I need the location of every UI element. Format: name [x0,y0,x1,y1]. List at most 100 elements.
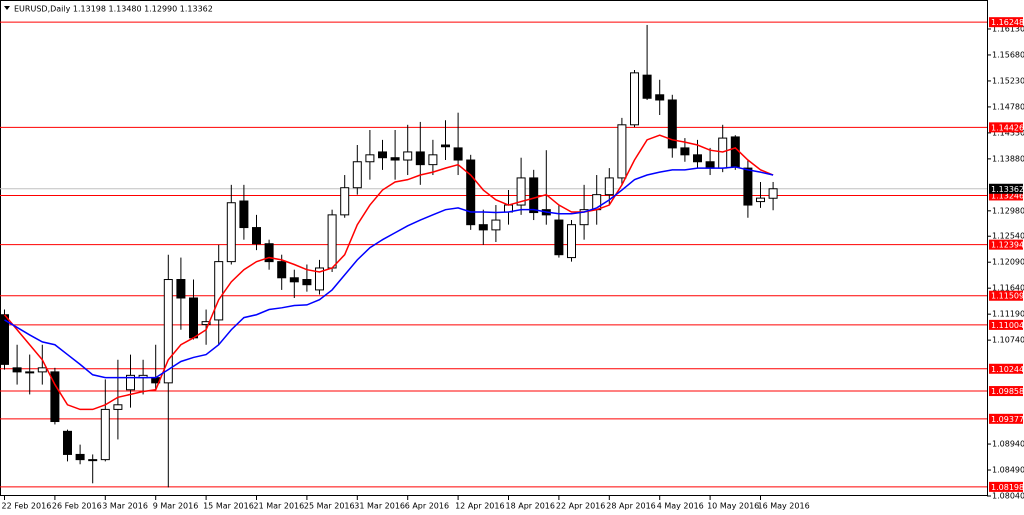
candle-body [239,200,249,229]
y-tick-label: 1.08940 [992,440,1024,449]
level-label: 1.11004 [991,321,1024,330]
level-label-box [989,239,1023,250]
candle-body [390,157,400,161]
candle-body [378,151,387,159]
candle-body [428,154,438,166]
x-tick-label: 3 Mar 2016 [102,502,148,511]
x-tick-label: 6 Apr 2016 [405,502,449,511]
level-label: 1.11509 [991,292,1024,301]
candle-body [478,224,488,231]
candle-body [667,99,677,149]
x-tick-label: 4 May 2016 [657,502,704,511]
y-tick-label: 1.08040 [992,492,1024,501]
candle-body [252,227,261,245]
level-label-box [989,190,1023,201]
y-tick-label: 1.12540 [992,232,1024,241]
last-price-box [989,183,1023,194]
x-tick-label: 16 May 2016 [758,502,810,511]
level-label: 1.09858 [991,387,1024,396]
candle-body [554,219,564,256]
y-tick-label: 1.16130 [992,24,1024,33]
x-tick-label: 26 Feb 2016 [52,502,102,511]
candle-body [403,151,413,161]
level-label-box [989,481,1023,492]
candle-body [630,72,639,126]
level-label-box [989,386,1023,397]
candle-body [201,321,211,326]
candle-body [529,177,539,214]
candle-body [63,430,72,455]
y-tick-label: 1.15230 [992,76,1024,85]
level-label-box [989,17,1023,28]
candle-body [730,136,740,168]
moving-average [3,134,774,411]
plot-frame [0,0,988,496]
candle-body [743,167,753,206]
y-tick-label: 1.14780 [992,102,1024,111]
candle-body [415,151,425,166]
level-label: 1.10244 [991,365,1024,374]
candle-body [466,159,476,226]
level-label-box [989,290,1023,301]
last-price-label: 1.13362 [991,185,1024,194]
candle-body [441,144,450,148]
level-label-box [989,363,1023,374]
y-tick-label: 1.14330 [992,128,1024,137]
candle-body [718,137,728,169]
candle-body [189,297,198,339]
candle-body [25,371,35,374]
candle-body [277,261,287,279]
candle-body [37,367,47,373]
candle-body [579,209,589,226]
level-label: 1.13246 [991,191,1024,200]
y-tick-label: 1.12980 [992,206,1024,215]
candle-body [352,161,362,189]
candle-body [756,197,765,203]
candle-body [491,219,501,231]
y-tick-label: 1.10740 [992,336,1024,345]
level-label-box [989,319,1023,330]
y-tick-label: 1.12090 [992,258,1024,267]
x-tick-label: 21 Mar 2016 [254,502,305,511]
candle-body [365,154,375,163]
x-tick-label: 18 Apr 2016 [506,502,555,511]
x-tick-label: 9 Mar 2016 [153,502,199,511]
candle-body [100,408,110,461]
candle-body [0,314,9,365]
candle-body [302,279,312,286]
y-tick-label: 1.11640 [992,284,1024,293]
menu-arrow[interactable] [4,6,10,10]
candle-body [75,453,85,461]
y-tick-label: 1.13880 [992,154,1024,163]
candle-body [680,147,690,156]
candle-body [327,214,337,269]
y-tick-label: 1.11190 [992,310,1024,319]
y-tick-label: 1.08490 [992,466,1024,475]
candle-body [655,94,665,101]
level-label: 1.14426 [991,123,1024,132]
level-label: 1.16248 [991,18,1024,27]
level-label-box [989,413,1023,424]
candle-body [567,224,576,259]
candle-body [693,154,702,163]
candle-body [604,177,614,196]
x-tick-label: 25 Mar 2016 [304,502,355,511]
candle-body [705,161,715,169]
x-tick-label: 12 Apr 2016 [455,502,504,511]
candle-body [642,74,652,99]
candle-body [453,147,463,161]
candle-body [289,277,299,283]
x-tick-label: 22 Feb 2016 [2,502,52,511]
level-label: 1.12394 [991,241,1024,250]
x-tick-label: 10 May 2016 [707,502,759,511]
moving-average [4,166,774,379]
y-tick-label: 1.15680 [992,50,1024,59]
candle-body [315,267,324,291]
candle-body [516,177,526,206]
level-label: 1.09377 [991,415,1024,424]
candle-body [768,188,778,199]
chart-title: EURUSD,Daily 1.13198 1.13480 1.12990 1.1… [14,5,213,14]
x-tick-label: 22 Apr 2016 [556,502,605,511]
level-label-box [989,122,1023,133]
